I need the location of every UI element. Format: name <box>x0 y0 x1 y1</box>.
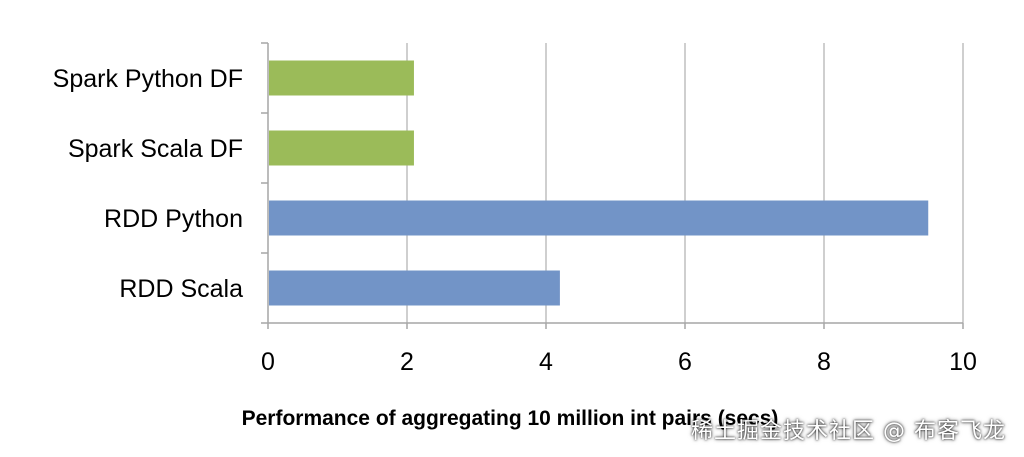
x-tick-label: 2 <box>400 348 414 376</box>
x-axis-title: Performance of aggregating 10 million in… <box>242 407 779 430</box>
category-labels: Spark Python DF Spark Scala DF RDD Python R… <box>53 65 243 303</box>
x-tick-labels: 0 2 4 6 8 10 <box>261 348 977 376</box>
x-tick-label: 6 <box>678 348 692 376</box>
category-label: Spark Scala DF <box>68 135 243 163</box>
bar <box>269 200 929 236</box>
x-tick-label: 4 <box>539 348 553 376</box>
x-tick-label: 0 <box>261 348 275 376</box>
category-label: RDD Python <box>104 205 243 233</box>
axes <box>261 42 964 329</box>
x-tick-label: 8 <box>817 348 831 376</box>
watermark: 稀土掘金技术社区 @ 布客飞龙 <box>691 419 1006 444</box>
category-label: RDD Scala <box>119 275 243 303</box>
bar <box>269 130 414 166</box>
x-tick-label: 10 <box>949 348 977 376</box>
bar <box>269 270 560 306</box>
bar <box>269 60 414 96</box>
bars <box>269 60 929 306</box>
category-label: Spark Python DF <box>53 65 243 93</box>
